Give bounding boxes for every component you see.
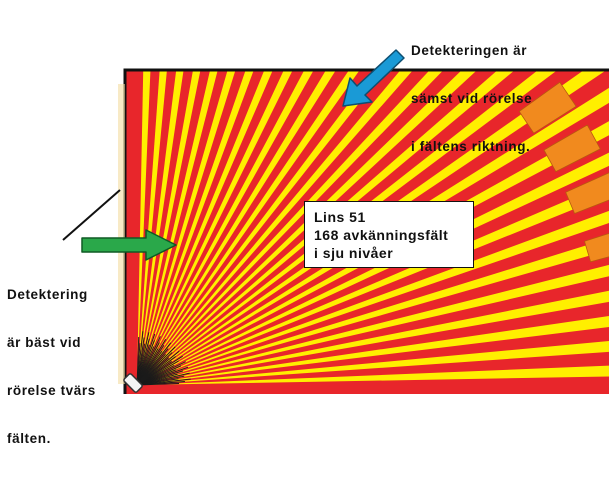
left-wall-strip [118,84,125,384]
callout-top-line-1: Detekteringen är [411,43,532,59]
detection-diagram: Detekteringen är sämst vid rörelse i fäl… [0,0,609,394]
lens-box-line-3: i sju nivåer [314,244,473,262]
callout-top-line-2: sämst vid rörelse [411,91,532,107]
callout-left-line-3: rörelse tvärs [7,383,96,399]
callout-left-line-1: Detektering [7,287,96,303]
left-callout-pointer [63,190,120,240]
callout-best-detection: Detektering är bäst vid rörelse tvärs fä… [7,255,96,479]
lens-box-line-2: 168 avkänningsfält [314,226,473,244]
callout-left-line-2: är bäst vid [7,335,96,351]
callout-top-line-3: i fältens riktning. [411,139,532,155]
callout-left-line-4: fälten. [7,431,96,447]
lens-info-box: Lins 51 168 avkänningsfält i sju nivåer [304,201,474,268]
callout-worst-detection: Detekteringen är sämst vid rörelse i fäl… [411,11,532,187]
lens-box-line-1: Lins 51 [314,208,473,226]
